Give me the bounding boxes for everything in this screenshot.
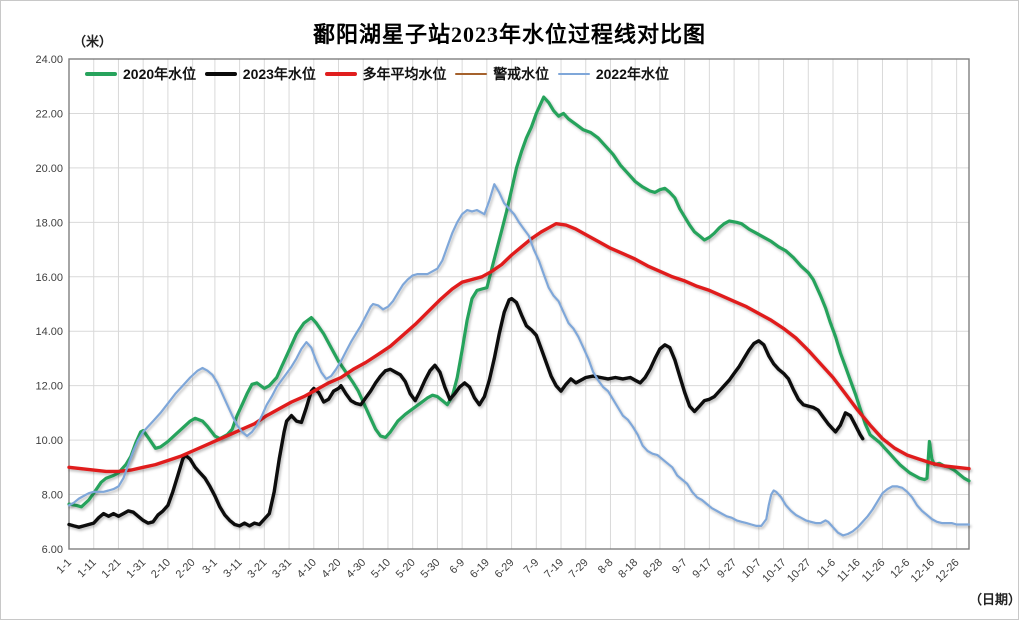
series-line-1 [67,296,865,529]
x-tick-label: 8-18 [616,557,640,581]
x-tick-label: 8-8 [596,557,616,577]
x-tick-label: 1-21 [100,557,124,581]
x-tick-label: 8-28 [641,557,665,581]
x-tick-label: 2-10 [149,557,173,581]
y-tick-label: 12.00 [35,381,63,393]
y-tick-label: 8.00 [42,490,63,502]
y-tick-label: 24.00 [35,54,63,66]
legend-item-3: 警戒水位 [455,64,549,84]
x-tick-label: 3-31 [270,557,294,581]
series-line-2 [67,221,971,474]
x-tick-label: 6-29 [493,557,517,581]
x-tick-label: 1-31 [124,557,148,581]
x-tick-label: 9-27 [715,557,739,581]
x-tick-label: 3-1 [200,557,220,577]
x-tick-label: 11-26 [860,557,888,585]
x-tick-label: 3-21 [245,557,269,581]
x-tick-label: 4-10 [295,557,319,581]
y-tick-label: 16.00 [35,272,63,284]
legend-item-1: 2023年水位 [204,64,316,84]
legend-item-4: 2022年水位 [557,64,669,84]
legend-label-1: 2023年水位 [242,66,316,82]
plot-border [68,58,970,550]
y-tick-label: 22.00 [35,108,63,120]
legend-label-2: 多年平均水位 [362,66,447,82]
legend-swatch-4 [557,72,590,76]
y-tick-label: 20.00 [35,163,63,175]
x-tick-label: 6-19 [468,557,492,581]
x-tick-label: 9-7 [670,557,690,577]
chart-legend: 2020年水位 2023年水位 多年平均水位 警戒水位 2022年水位 [85,64,669,84]
x-tick-label: 5-20 [394,557,418,581]
x-tick-label: 7-9 [522,557,542,577]
x-tick-label: 10-17 [760,557,788,585]
legend-item-0: 2020年水位 [85,64,196,84]
x-tick-label: 11-16 [835,557,863,585]
y-tick-label: 6.00 [42,544,63,556]
legend-label-3: 警戒水位 [493,66,550,82]
legend-label-4: 2022年水位 [595,66,669,82]
x-axis-unit-label: （日期） [969,592,1019,607]
x-tick-label: 2-20 [174,557,198,581]
x-tick-label: 1-1 [54,557,74,577]
x-tick-label: 10-27 [785,557,813,585]
legend-swatch-1 [204,72,237,76]
y-axis-unit-label: （米） [73,34,113,49]
legend-swatch-0 [85,72,117,76]
series-line-0 [67,95,971,509]
x-tick-label: 9-17 [690,557,714,581]
legend-swatch-2 [324,72,357,76]
x-tick-label: 12-16 [909,557,937,585]
legend-item-2: 多年平均水位 [324,64,447,84]
x-tick-label: 5-30 [418,557,442,581]
legend-label-0: 2020年水位 [123,66,197,82]
x-tick-label: 7-19 [542,557,566,581]
x-tick-label: 12-26 [933,557,961,585]
y-tick-label: 14.00 [35,326,63,338]
x-tick-label: 5-10 [369,557,393,581]
x-tick-label: 3-11 [221,557,244,580]
x-tick-label: 7-29 [567,557,591,581]
x-tick-label: 4-20 [320,557,344,581]
legend-swatch-3 [455,72,488,76]
series-line-4 [67,183,971,537]
x-tick-label: 1-11 [75,557,98,580]
x-tick-label: 4-30 [344,557,368,581]
x-tick-label: 6-9 [448,557,468,577]
y-tick-label: 10.00 [35,435,63,447]
y-tick-label: 18.00 [35,217,63,229]
chart-title: 鄱阳湖星子站2023年水位过程线对比图 [312,22,706,47]
